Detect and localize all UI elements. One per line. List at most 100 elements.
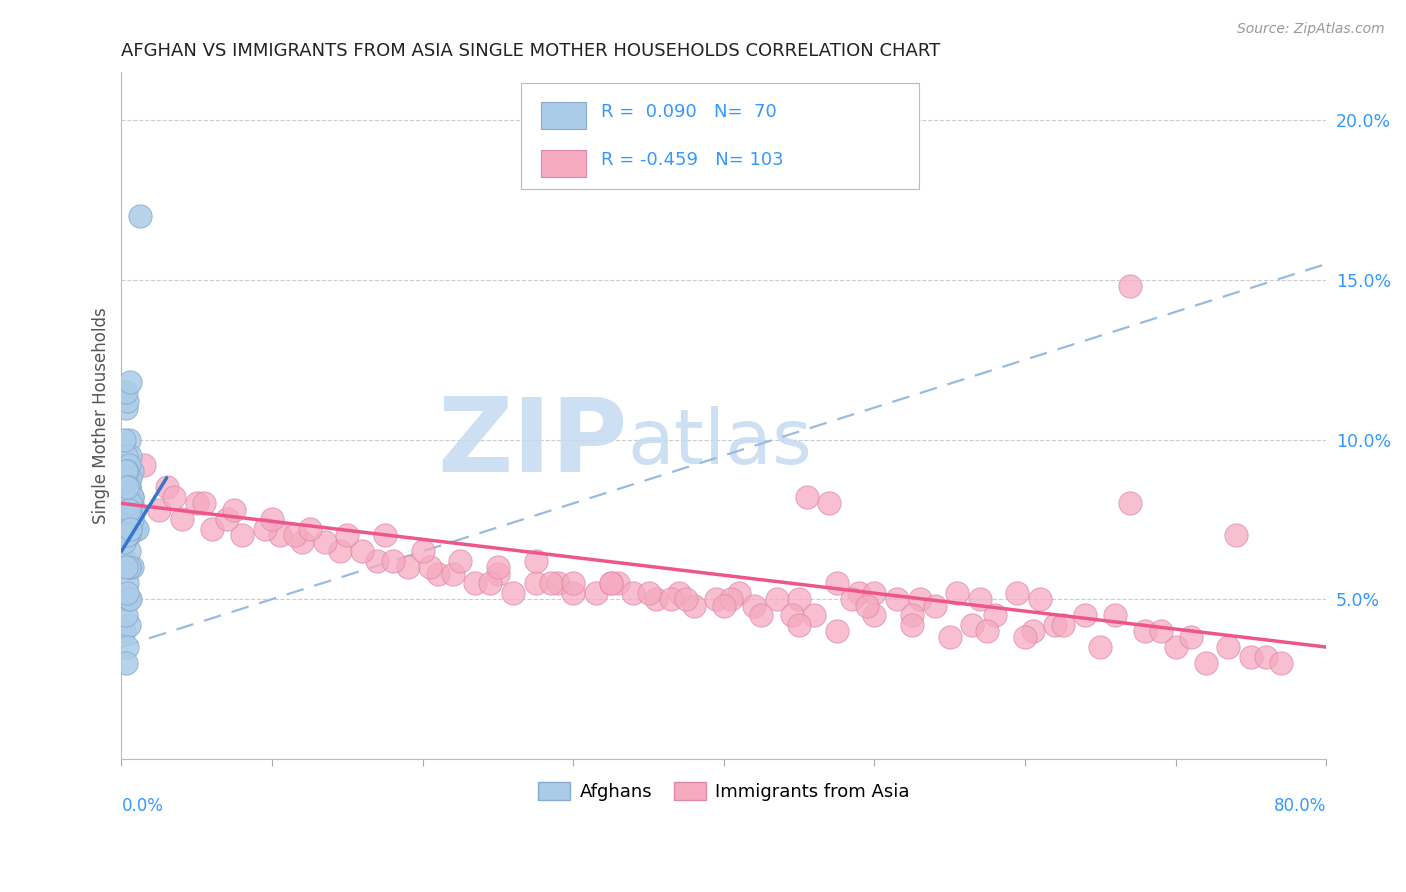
Point [841,592,863,607]
Point [115,503,138,517]
Point [1164,640,1187,654]
Point [412,544,434,558]
Point [120,560,142,574]
Point [502,586,524,600]
Text: atlas: atlas [627,406,813,480]
Point [120,503,142,517]
Y-axis label: Single Mother Households: Single Mother Households [93,307,110,524]
Point [117,576,139,591]
Point [117,471,139,485]
Point [163,490,186,504]
Point [962,617,984,632]
Point [486,566,509,581]
Point [524,576,547,591]
Point [886,592,908,607]
Point [1225,528,1247,542]
Point [120,496,142,510]
Point [426,566,449,581]
Point [128,209,150,223]
Point [125,522,148,536]
Point [901,617,924,632]
Point [1135,624,1157,638]
Text: 80.0%: 80.0% [1274,797,1326,814]
Point [114,528,136,542]
Point [863,608,886,623]
Point [269,528,291,542]
Point [120,496,142,510]
Point [291,534,314,549]
Point [115,401,138,415]
Point [121,560,143,574]
Point [298,522,321,536]
Point [118,503,141,517]
Point [969,592,991,607]
Point [117,640,139,654]
Point [115,656,138,670]
Point [984,608,1007,623]
Point [115,528,138,542]
Point [787,617,810,632]
Point [120,496,142,510]
Point [115,465,138,479]
Point [1043,617,1066,632]
Point [765,592,787,607]
Point [117,512,139,526]
Point [585,586,607,600]
Point [856,599,879,613]
Point [118,458,141,472]
Point [118,528,141,542]
Point [1007,586,1029,600]
Point [117,490,139,504]
Point [441,566,464,581]
Point [118,496,141,510]
Point [117,465,139,479]
Point [946,586,969,600]
Point [186,496,208,510]
Point [121,465,143,479]
Point [122,503,145,517]
Point [449,554,471,568]
Point [118,433,141,447]
Point [623,586,645,600]
Point [818,496,841,510]
Point [668,586,690,600]
Point [118,560,141,574]
Point [1180,631,1202,645]
Point [120,449,142,463]
Point [118,480,141,494]
Point [120,471,142,485]
Point [637,586,659,600]
Bar [541,150,586,178]
Point [114,624,136,638]
Point [120,375,142,389]
Point [156,480,179,494]
Text: ZIP: ZIP [437,392,627,493]
Point [120,592,142,607]
Point [607,576,630,591]
Point [121,512,143,526]
Point [366,554,388,568]
Point [976,624,998,638]
Point [117,586,139,600]
Point [1090,640,1112,654]
Point [114,433,136,447]
Point [114,512,136,526]
Point [260,512,283,526]
Point [117,480,139,494]
Point [132,458,155,472]
Point [1218,640,1240,654]
Point [314,534,336,549]
Point [118,544,141,558]
Point [118,490,141,504]
Point [121,490,143,504]
Point [352,544,374,558]
Point [1119,496,1142,510]
Text: Source: ZipAtlas.com: Source: ZipAtlas.com [1237,22,1385,37]
Point [118,592,141,607]
Point [1119,279,1142,293]
Point [336,528,359,542]
Point [122,503,145,517]
Point [114,592,136,607]
Point [284,528,307,542]
Text: R =  0.090   N=  70: R = 0.090 N= 70 [600,103,776,121]
